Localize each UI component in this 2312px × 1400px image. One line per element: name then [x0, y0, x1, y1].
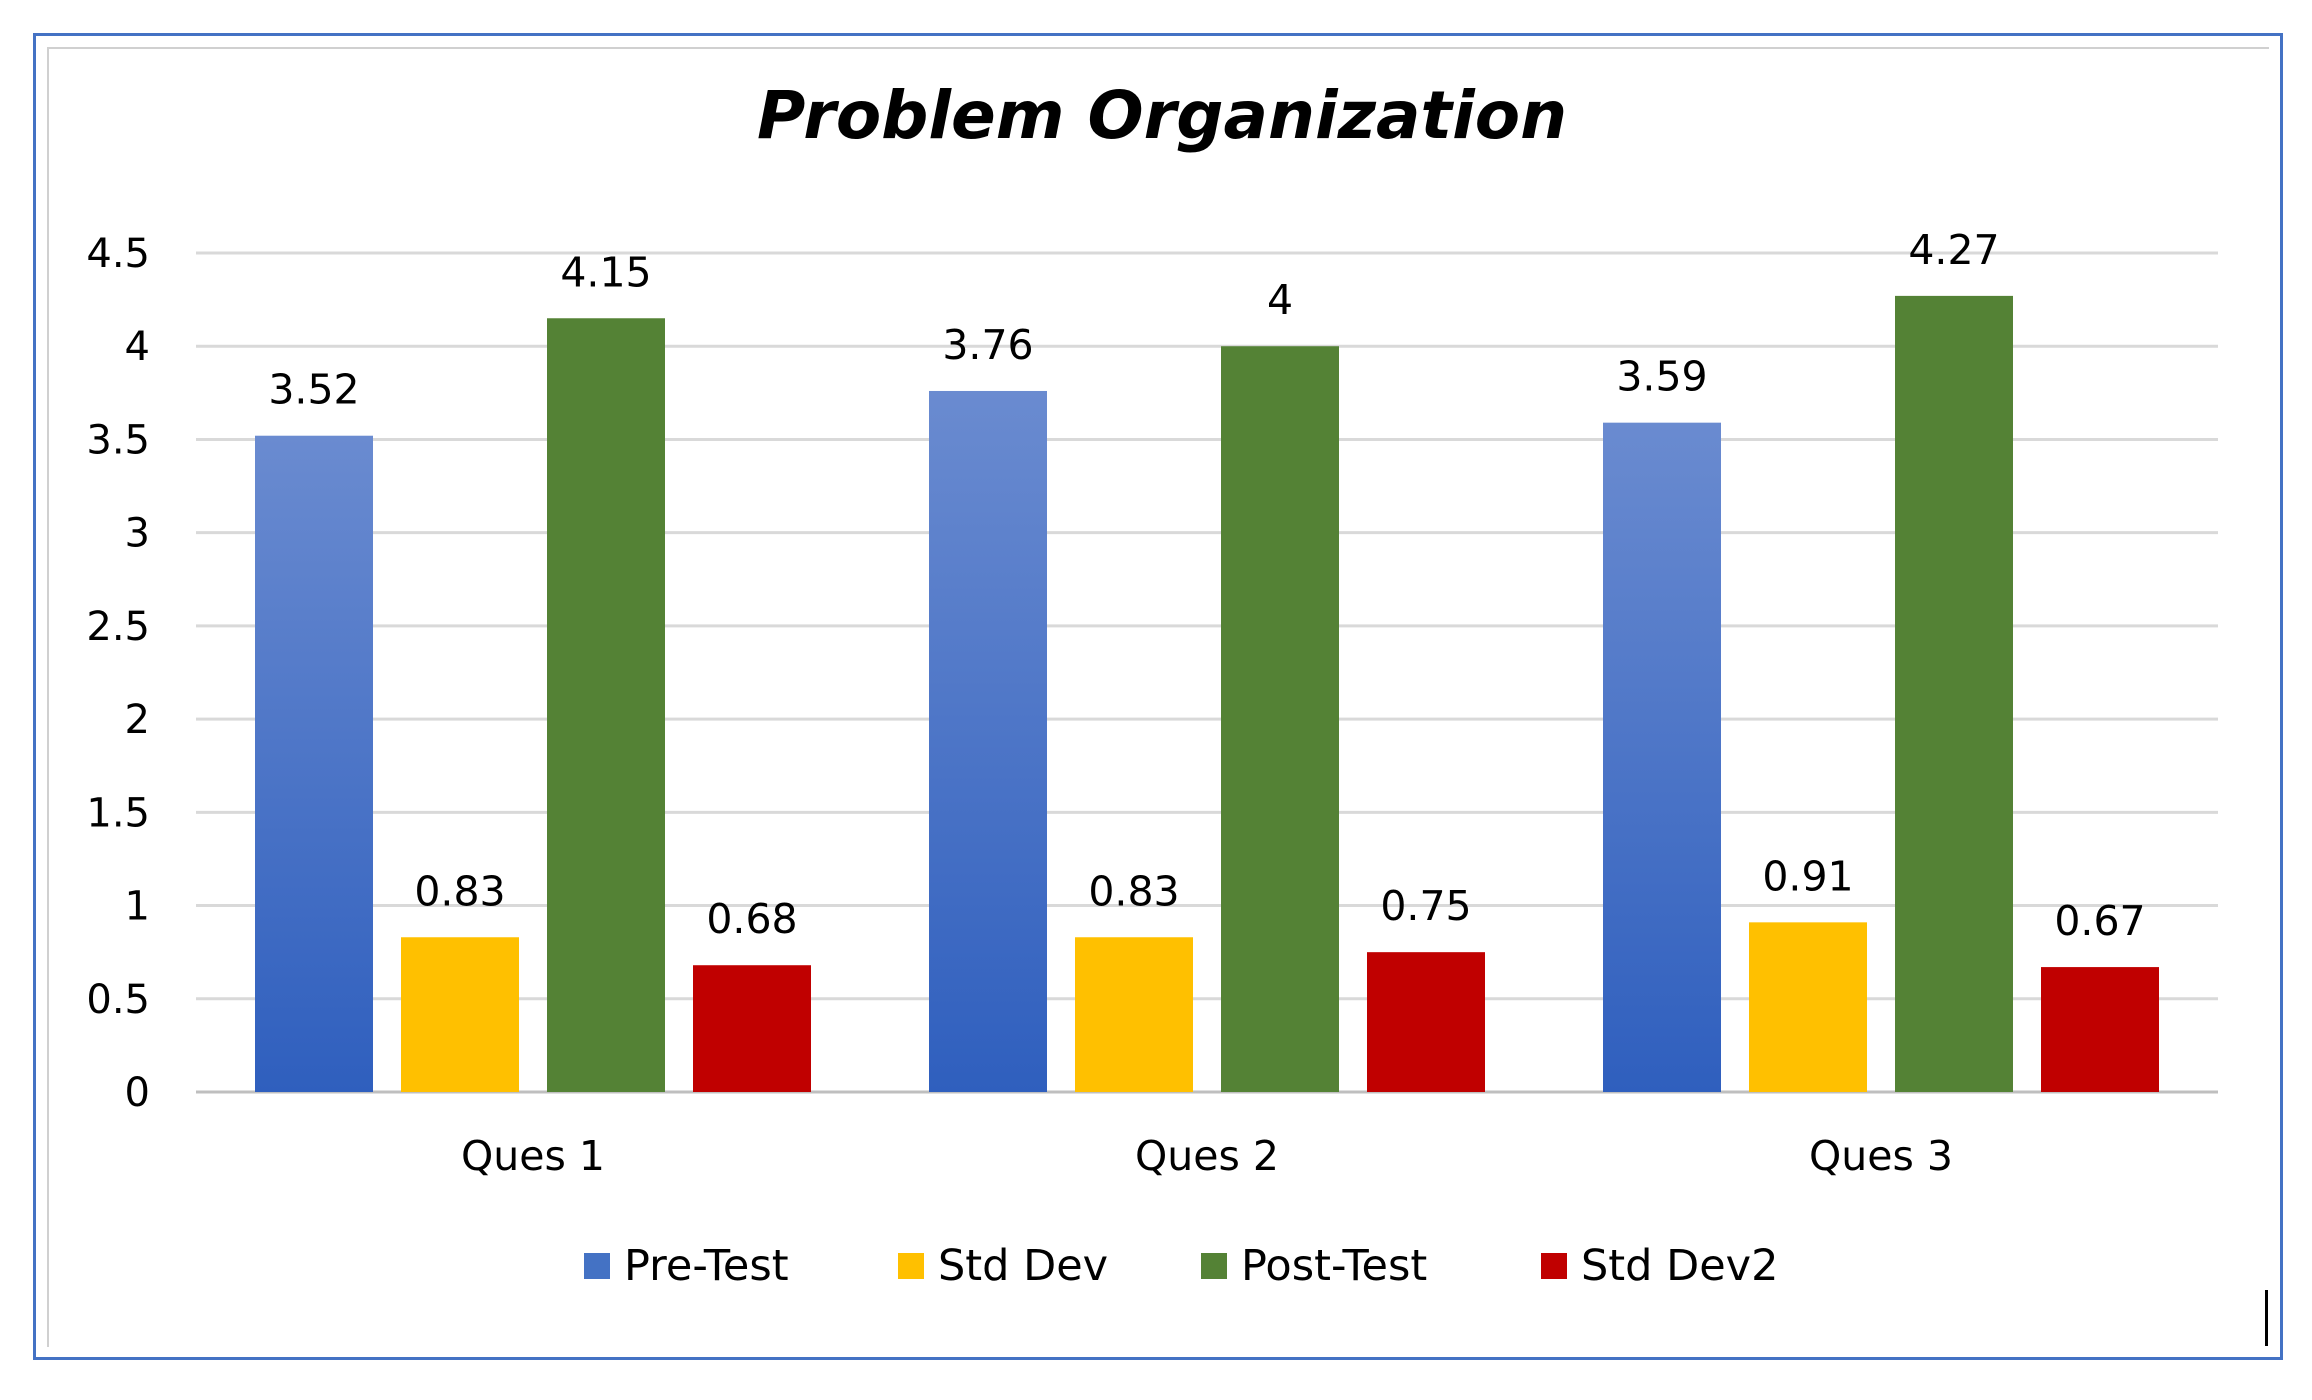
legend-label: Std Dev2 [1581, 1241, 1779, 1291]
data-labels: 3.52 0.83 4.15 0.68 3.76 0.83 4 0.75 3.59 0.91 4.2… [268, 226, 2145, 945]
gridlines [196, 251, 2218, 1094]
data-label: 0.68 [706, 895, 797, 943]
legend: Pre-Test Std Dev Post-Test Std Dev2 [584, 1241, 1779, 1291]
legend-swatch [1541, 1253, 1567, 1279]
y-tick-label: 1 [125, 884, 150, 930]
x-category-label: Ques 1 [461, 1132, 605, 1180]
data-label: 0.83 [414, 867, 505, 915]
legend-swatch [1201, 1253, 1227, 1279]
x-category-label: Ques 3 [1809, 1132, 1953, 1180]
data-label: 3.52 [268, 366, 359, 414]
y-tick-label: 1.5 [86, 790, 150, 836]
bar-std-dev [1075, 937, 1193, 1092]
text-cursor [2265, 1290, 2268, 1346]
legend-label: Post-Test [1241, 1241, 1427, 1291]
bar-pre-test [929, 390, 1047, 1093]
data-label: 0.67 [2054, 897, 2145, 945]
data-label: 4.15 [560, 248, 651, 296]
bar-pre-test [1603, 422, 1721, 1093]
x-category-label: Ques 2 [1135, 1132, 1279, 1180]
legend-swatch [898, 1253, 924, 1279]
x-axis-categories: Ques 1 Ques 2 Ques 3 [461, 1132, 1953, 1180]
y-tick-label: 3 [125, 511, 150, 557]
bar-std-dev [401, 937, 519, 1092]
y-tick-label: 2.5 [86, 604, 150, 650]
bar-std-dev2 [1367, 952, 1485, 1092]
data-label: 0.75 [1380, 882, 1471, 930]
y-tick-label: 2 [125, 697, 150, 743]
data-label: 3.59 [1616, 353, 1707, 401]
y-axis-ticks: 0 0.5 1 1.5 2 2.5 3 3.5 4 4.5 [86, 231, 150, 1116]
bar-post-test [1221, 346, 1339, 1092]
legend-swatch [584, 1253, 610, 1279]
y-tick-label: 4.5 [86, 231, 150, 277]
y-tick-label: 0 [125, 1070, 150, 1116]
data-label: 4 [1267, 276, 1293, 324]
data-label: 0.83 [1088, 867, 1179, 915]
bar-std-dev2 [693, 965, 811, 1092]
bar-post-test [1895, 295, 2013, 1093]
data-label: 3.76 [942, 321, 1033, 369]
data-label: 4.27 [1908, 226, 1999, 274]
bar-std-dev [1749, 922, 1867, 1092]
bar-std-dev2 [2041, 967, 2159, 1092]
y-tick-label: 4 [125, 324, 150, 370]
chart-title: Problem Organization [757, 77, 1567, 154]
legend-label: Pre-Test [624, 1241, 789, 1291]
bars [255, 295, 2159, 1093]
bar-pre-test [255, 435, 373, 1092]
bar-post-test [547, 318, 665, 1092]
y-tick-label: 0.5 [86, 977, 150, 1023]
data-label: 0.91 [1762, 852, 1853, 900]
chart-area [47, 47, 2269, 1347]
y-tick-label: 3.5 [86, 417, 150, 463]
legend-label: Std Dev [938, 1241, 1108, 1291]
